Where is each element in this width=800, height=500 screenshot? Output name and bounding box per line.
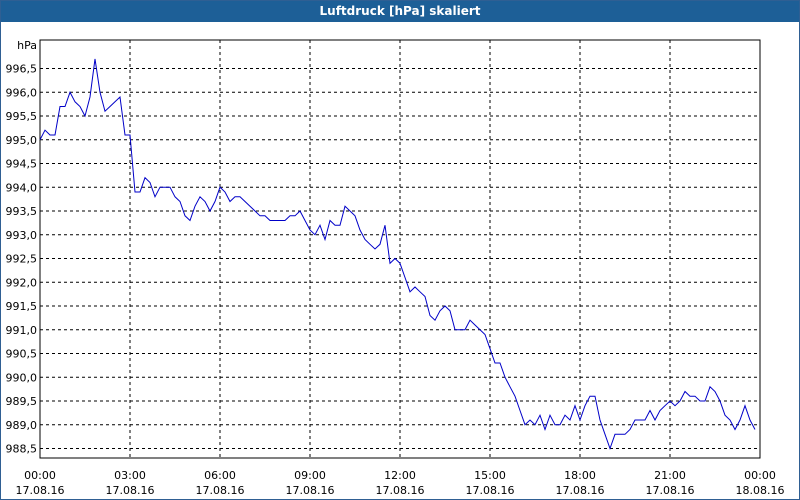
- y-tick-label: 993,5: [6, 205, 38, 218]
- y-tick-label: 994,0: [6, 181, 38, 194]
- x-tick-date: 17.08.16: [286, 484, 335, 497]
- y-tick-label: 996,0: [6, 86, 38, 99]
- x-tick-date: 18.08.16: [736, 484, 785, 497]
- x-tick-date: 17.08.16: [556, 484, 605, 497]
- x-tick-time: 09:00: [294, 469, 326, 482]
- y-tick-label: 992,0: [6, 276, 38, 289]
- y-tick-label: 992,5: [6, 253, 38, 266]
- x-tick-date: 17.08.16: [646, 484, 695, 497]
- x-tick-date: 17.08.16: [196, 484, 245, 497]
- y-tick-label: 989,5: [6, 395, 38, 408]
- y-tick-label: 994,5: [6, 158, 38, 171]
- chart-title: Luftdruck [hPa] skaliert: [1, 1, 799, 22]
- y-axis-ticks: 996,5 996,0 995,5 995,0 994,5 994,0 993,5 993,0…: [6, 63, 38, 456]
- plot-area-border: [39, 39, 761, 459]
- y-tick-label: 990,5: [6, 348, 38, 361]
- x-tick-date: 17.08.16: [106, 484, 155, 497]
- x-tick-time: 03:00: [114, 469, 146, 482]
- series-line-luftdruck: [39, 58, 756, 451]
- y-tick-label: 989,0: [6, 419, 38, 432]
- y-tick-label: 993,0: [6, 229, 38, 242]
- x-tick-time: 00:00: [24, 469, 56, 482]
- y-tick-label: 995,5: [6, 110, 38, 123]
- x-tick-time: 12:00: [384, 469, 416, 482]
- y-tick-label: 988,5: [6, 443, 38, 456]
- x-axis-ticks: 00:00 17.08.16 03:00 17.08.16 06:00 17.08.16 0…: [16, 469, 785, 497]
- y-tick-label: 990,0: [6, 371, 38, 384]
- y-tick-label: 995,0: [6, 134, 38, 147]
- x-tick-time: 00:00: [744, 469, 776, 482]
- x-tick-date: 17.08.16: [376, 484, 425, 497]
- x-tick-date: 17.08.16: [16, 484, 65, 497]
- y-tick-label: 991,0: [6, 324, 38, 337]
- x-tick-time: 21:00: [654, 469, 686, 482]
- x-tick-time: 06:00: [204, 469, 236, 482]
- x-tick-date: 17.08.16: [466, 484, 515, 497]
- x-tick-time: 15:00: [474, 469, 506, 482]
- grid-lines: [40, 40, 760, 458]
- y-tick-label: 991,5: [6, 300, 38, 313]
- y-tick-label: 996,5: [6, 63, 38, 76]
- x-tick-time: 18:00: [564, 469, 596, 482]
- y-unit-label: hPa: [17, 39, 37, 52]
